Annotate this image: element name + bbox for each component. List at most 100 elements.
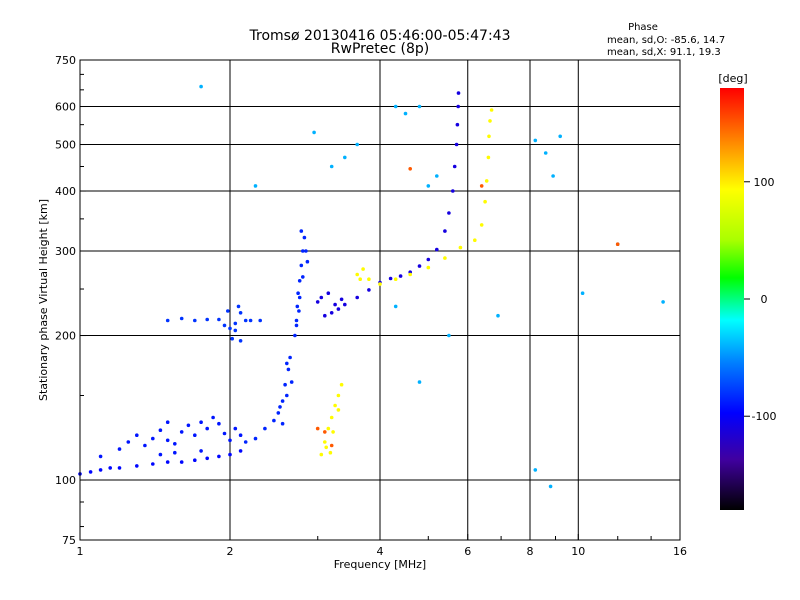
data-point	[393, 277, 398, 282]
data-point	[238, 433, 243, 438]
data-point	[333, 302, 337, 307]
data-point	[426, 257, 431, 262]
data-point	[248, 318, 253, 323]
x-tick-label: 10	[571, 545, 585, 558]
y-tick-label: 200	[55, 330, 76, 343]
data-point	[283, 382, 287, 387]
data-point	[288, 355, 292, 360]
data-point	[486, 155, 491, 160]
data-point	[533, 468, 538, 472]
colorbar-tick-label: 0	[761, 293, 768, 306]
data-point	[165, 420, 170, 425]
data-point	[117, 466, 122, 470]
y-tick-label: 600	[55, 101, 76, 114]
data-point	[233, 321, 238, 326]
data-point	[186, 423, 191, 428]
data-point	[228, 326, 232, 331]
data-point	[483, 199, 487, 204]
data-point	[151, 462, 155, 466]
data-point	[435, 174, 439, 178]
x-tick-label: 2	[227, 545, 234, 558]
data-point	[199, 84, 203, 89]
data-point	[236, 304, 241, 309]
data-point	[558, 134, 562, 139]
data-point	[228, 452, 232, 457]
data-point	[253, 436, 258, 441]
data-point	[205, 426, 209, 431]
data-point	[447, 333, 451, 338]
data-point	[299, 229, 304, 233]
data-point	[233, 328, 238, 333]
data-point	[358, 277, 363, 282]
data-point	[199, 449, 203, 453]
data-point	[294, 318, 299, 323]
data-point	[238, 449, 243, 453]
colorbar-tick-label: 100	[754, 176, 775, 189]
data-point	[543, 151, 548, 155]
data-point	[294, 323, 299, 328]
data-point	[135, 433, 139, 438]
data-point	[233, 426, 238, 431]
data-point	[456, 104, 461, 109]
data-point	[489, 108, 494, 112]
data-point	[315, 300, 320, 304]
data-point	[280, 399, 285, 403]
data-point	[158, 452, 163, 457]
y-tick-label: 500	[55, 139, 76, 152]
data-point	[289, 380, 294, 384]
data-point	[238, 339, 243, 343]
data-point	[301, 275, 305, 279]
data-point	[458, 245, 463, 250]
phase-mean-x: mean, sd,X: 91.1, 19.3	[607, 47, 721, 58]
data-point	[324, 445, 329, 450]
data-point	[326, 426, 331, 431]
data-point	[393, 304, 398, 309]
data-point	[398, 274, 403, 278]
data-point	[417, 104, 422, 109]
data-point	[179, 316, 184, 321]
data-point	[452, 164, 457, 169]
data-point	[533, 138, 538, 143]
colorbar-label: [deg]	[718, 72, 747, 85]
data-point	[323, 313, 327, 318]
data-point	[443, 256, 447, 260]
data-point	[88, 470, 93, 474]
data-point	[293, 333, 297, 338]
data-point	[228, 438, 232, 443]
data-point	[217, 454, 221, 459]
data-point	[312, 130, 316, 135]
data-point	[355, 295, 360, 300]
x-axis-label: Frequency [MHz]	[334, 558, 426, 571]
data-point	[479, 184, 484, 188]
data-point	[205, 317, 209, 322]
data-point	[165, 438, 170, 443]
data-point	[473, 238, 477, 242]
data-point	[222, 431, 227, 436]
phase-heading: Phase	[628, 22, 658, 33]
x-tick-label: 6	[464, 545, 471, 558]
data-point	[217, 317, 221, 322]
y-axis: 75 100 200 300 400 500 600 750	[55, 54, 86, 547]
data-point	[193, 433, 197, 438]
data-point	[276, 411, 281, 415]
data-point	[378, 282, 382, 286]
y-tick-label: 100	[55, 474, 76, 487]
data-point	[179, 460, 184, 464]
data-point	[331, 430, 335, 434]
data-point	[222, 323, 227, 328]
data-point	[443, 229, 447, 233]
data-point	[243, 440, 248, 444]
data-point	[403, 111, 408, 116]
y-tick-label: 400	[55, 185, 76, 198]
data-point	[165, 318, 170, 323]
data-point	[343, 302, 347, 307]
data-point	[361, 267, 365, 271]
data-point	[253, 184, 258, 188]
data-points	[78, 84, 665, 489]
data-point	[285, 361, 289, 366]
data-point	[355, 272, 360, 277]
data-point	[319, 295, 324, 300]
data-point	[339, 297, 344, 302]
data-point	[336, 393, 341, 398]
data-point	[299, 263, 304, 268]
